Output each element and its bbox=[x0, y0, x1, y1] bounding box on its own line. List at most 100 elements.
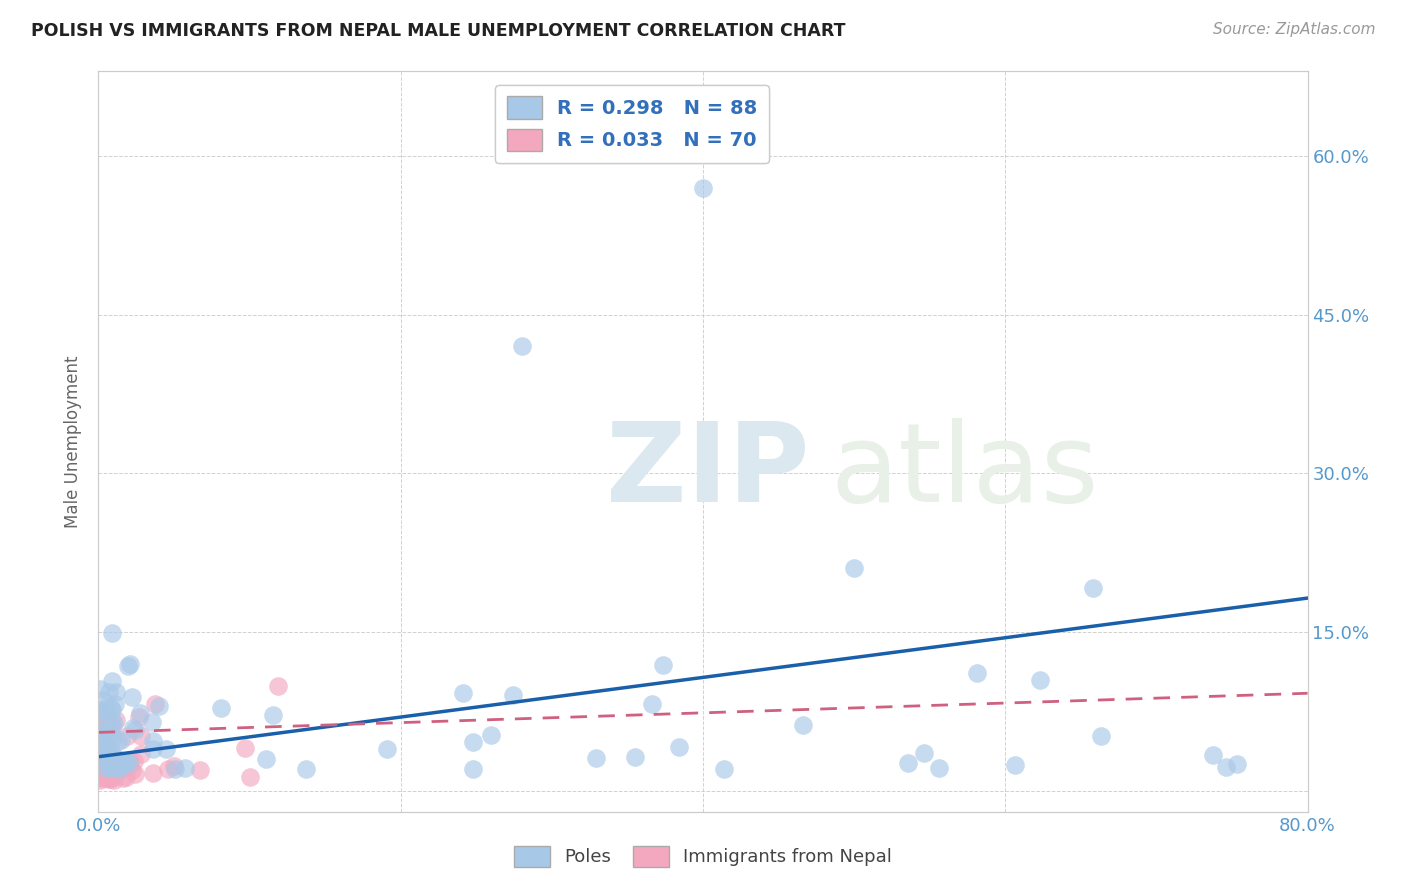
Point bbox=[90, 721, 112, 735]
Text: Source: ZipAtlas.com: Source: ZipAtlas.com bbox=[1212, 22, 1375, 37]
Point bbox=[98, 761, 121, 775]
Point bbox=[112, 757, 135, 772]
Point bbox=[89, 739, 111, 754]
Point bbox=[128, 710, 150, 724]
Point bbox=[1090, 730, 1112, 744]
Point bbox=[118, 758, 141, 772]
Point bbox=[100, 740, 122, 755]
Point bbox=[89, 681, 111, 696]
Point bbox=[98, 772, 121, 787]
Point bbox=[1202, 747, 1225, 762]
Point bbox=[89, 709, 111, 723]
Point bbox=[124, 754, 146, 768]
Point bbox=[97, 750, 120, 764]
Point bbox=[114, 770, 136, 784]
Point bbox=[96, 767, 118, 781]
Point bbox=[124, 767, 146, 781]
Point bbox=[117, 658, 139, 673]
Point bbox=[93, 734, 115, 748]
Point bbox=[142, 733, 165, 747]
Point bbox=[93, 723, 115, 737]
Point bbox=[713, 762, 735, 776]
Legend: R = 0.298   N = 88, R = 0.033   N = 70: R = 0.298 N = 88, R = 0.033 N = 70 bbox=[495, 85, 769, 162]
Point bbox=[143, 698, 166, 712]
Point bbox=[101, 714, 124, 729]
Point bbox=[101, 753, 124, 767]
Point bbox=[89, 736, 111, 750]
Point bbox=[128, 706, 150, 720]
Point bbox=[792, 718, 814, 732]
Point bbox=[89, 770, 111, 784]
Point bbox=[89, 703, 111, 717]
Point bbox=[94, 703, 117, 717]
Point bbox=[155, 742, 177, 756]
Point bbox=[266, 679, 288, 693]
Point bbox=[96, 768, 118, 782]
Point bbox=[668, 739, 690, 754]
Point bbox=[124, 723, 146, 737]
Point bbox=[118, 756, 141, 770]
Point bbox=[107, 734, 129, 748]
Point bbox=[90, 746, 112, 760]
Point bbox=[844, 561, 866, 575]
Point bbox=[94, 715, 117, 730]
Point bbox=[111, 756, 134, 770]
Point bbox=[90, 728, 112, 742]
Point bbox=[108, 761, 131, 775]
Point bbox=[89, 772, 111, 787]
Point bbox=[129, 747, 152, 761]
Point bbox=[117, 729, 139, 743]
Point bbox=[91, 747, 114, 761]
Point bbox=[91, 739, 114, 753]
Point bbox=[101, 625, 124, 640]
Point bbox=[90, 763, 112, 777]
Point bbox=[100, 701, 122, 715]
Y-axis label: Male Unemployment: Male Unemployment bbox=[65, 355, 83, 528]
Point bbox=[104, 756, 127, 770]
Point bbox=[188, 763, 211, 777]
Point bbox=[91, 756, 114, 770]
Point bbox=[479, 728, 502, 742]
Point bbox=[96, 761, 118, 775]
Point bbox=[93, 739, 115, 754]
Point bbox=[104, 685, 127, 699]
Point bbox=[262, 707, 284, 722]
Point bbox=[162, 758, 184, 772]
Point bbox=[98, 772, 121, 786]
Point bbox=[103, 750, 125, 764]
Point bbox=[91, 693, 114, 707]
Point bbox=[1081, 581, 1104, 595]
Point bbox=[502, 688, 524, 702]
Point bbox=[239, 770, 262, 784]
Point bbox=[104, 697, 127, 711]
Point bbox=[142, 741, 165, 756]
Point bbox=[89, 764, 111, 778]
Point bbox=[209, 701, 232, 715]
Point bbox=[121, 721, 143, 735]
Point bbox=[103, 715, 125, 730]
Point bbox=[451, 686, 474, 700]
Point bbox=[91, 735, 114, 749]
Point bbox=[1215, 760, 1237, 774]
Point bbox=[624, 750, 647, 764]
Point bbox=[254, 752, 277, 766]
Point bbox=[97, 685, 120, 699]
Point bbox=[101, 731, 124, 745]
Point bbox=[101, 673, 124, 688]
Point bbox=[98, 770, 121, 784]
Point bbox=[96, 746, 118, 760]
Point bbox=[101, 766, 124, 780]
Point bbox=[928, 761, 950, 775]
Point bbox=[97, 714, 120, 728]
Point bbox=[90, 752, 112, 766]
Point bbox=[1004, 757, 1026, 772]
Point bbox=[89, 734, 111, 748]
Point bbox=[1029, 673, 1052, 687]
Point bbox=[98, 766, 121, 780]
Point bbox=[89, 763, 111, 777]
Point bbox=[295, 762, 318, 776]
Point bbox=[91, 754, 114, 768]
Point bbox=[112, 756, 135, 771]
Point bbox=[174, 761, 197, 775]
Point bbox=[129, 730, 152, 744]
